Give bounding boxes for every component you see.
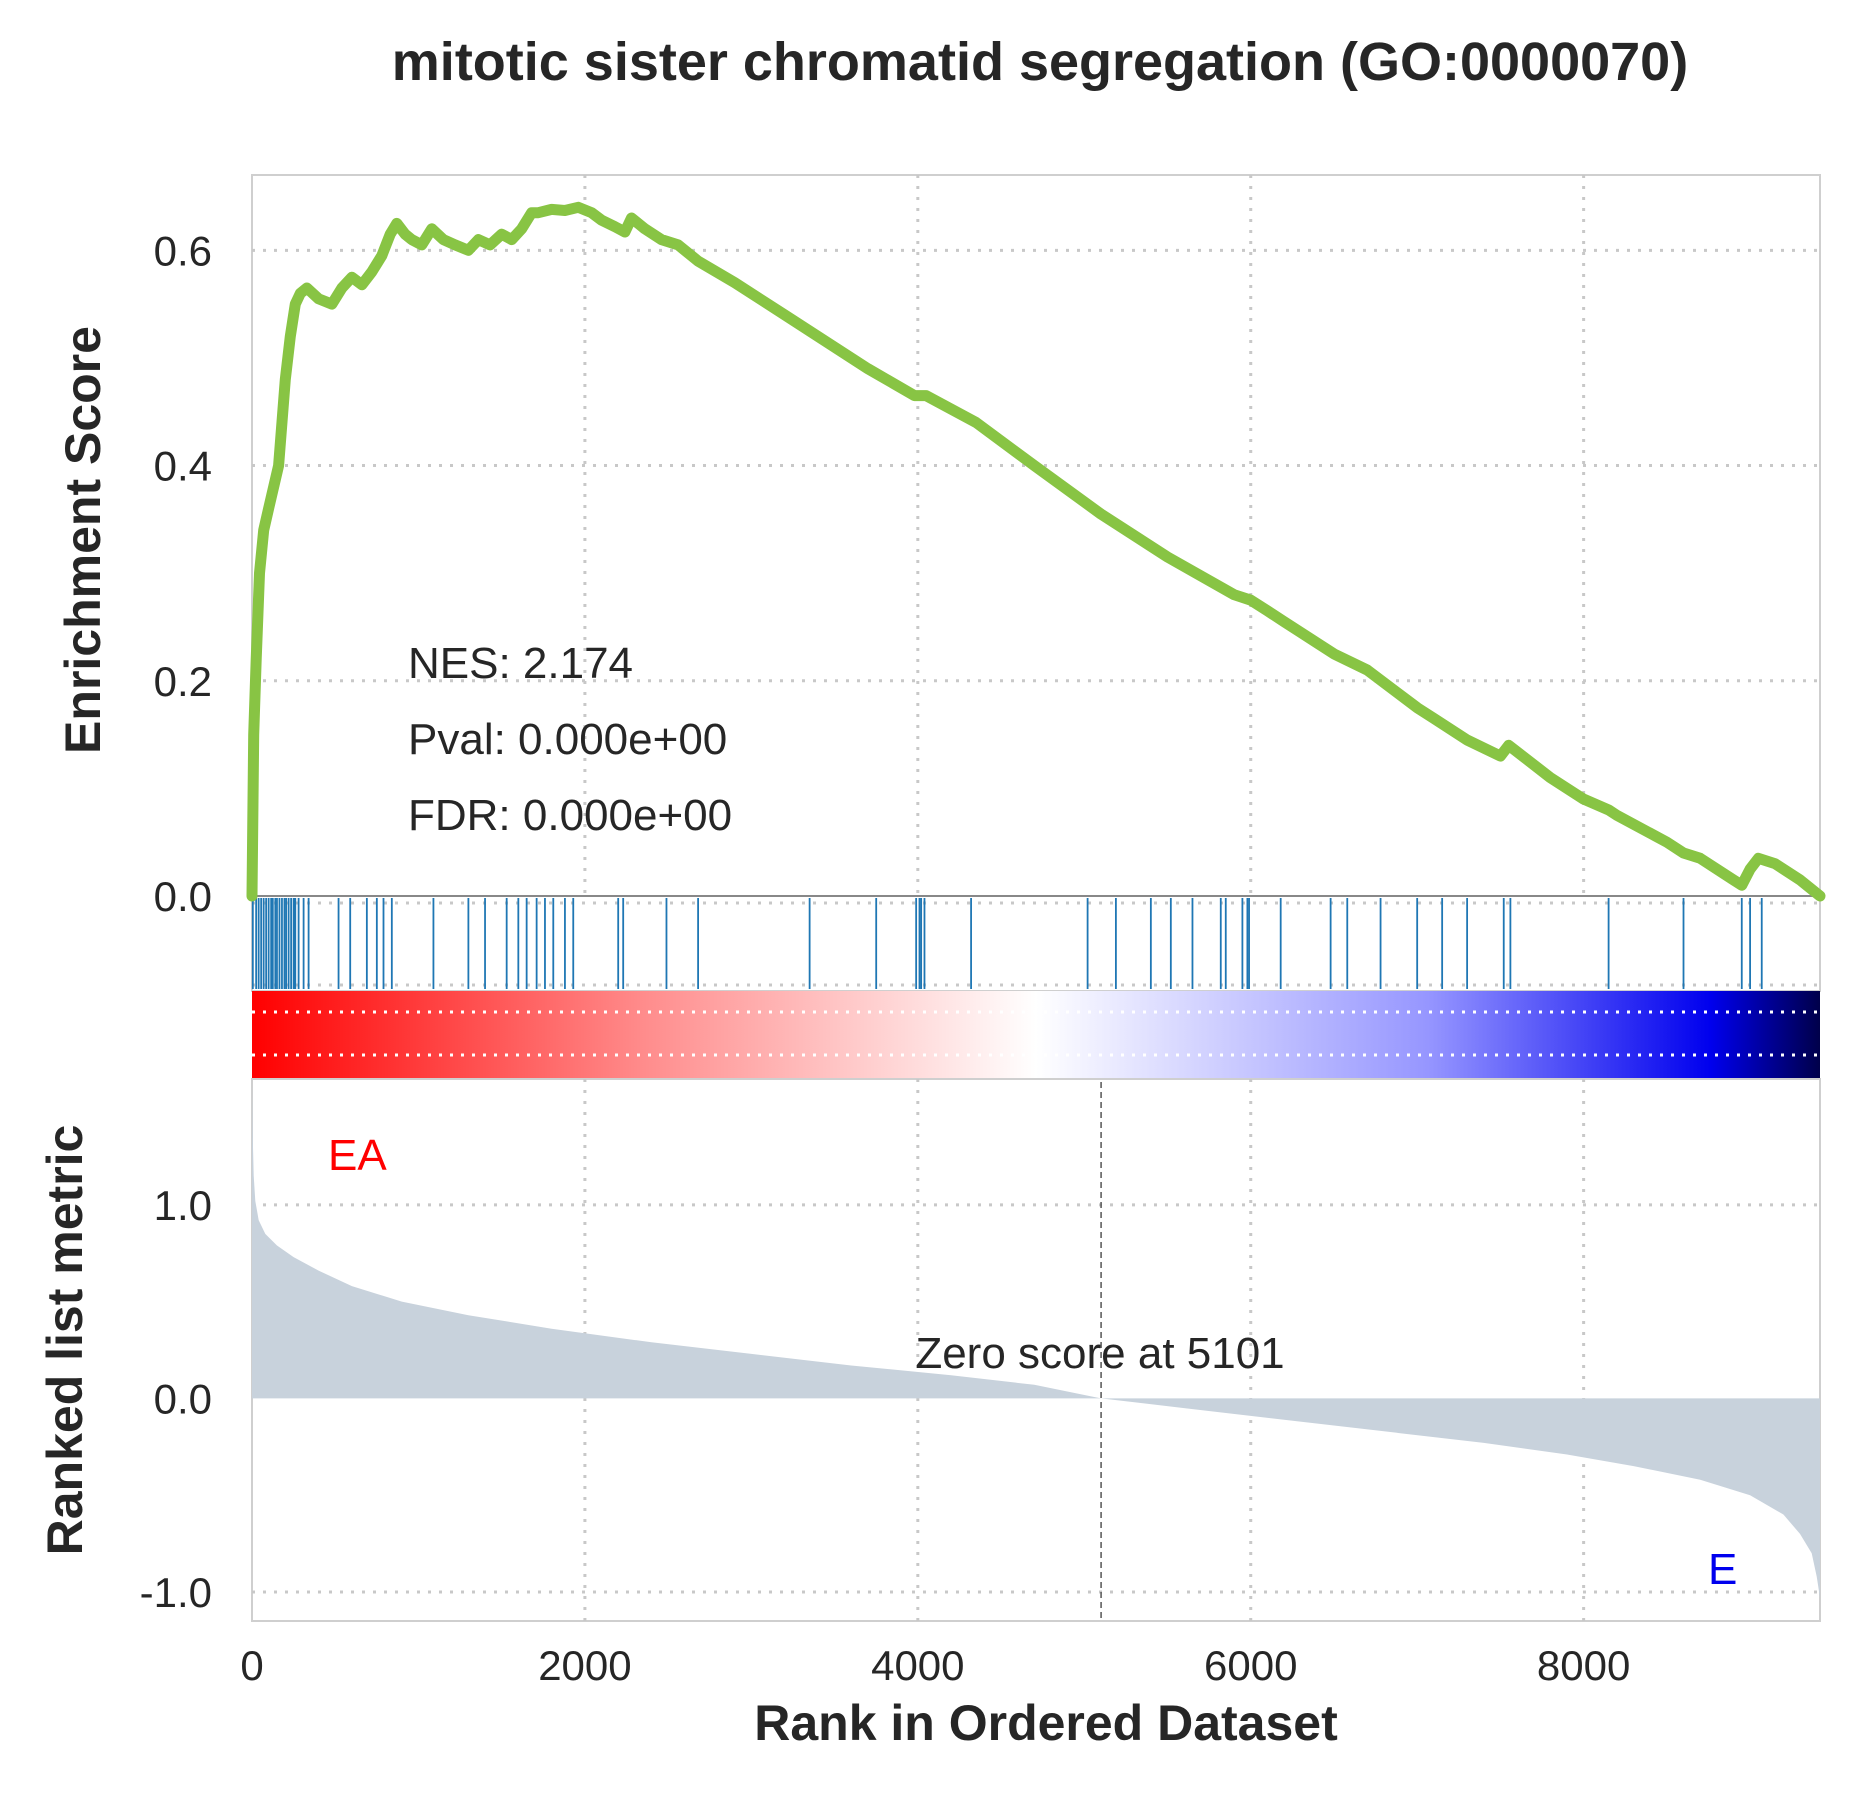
es-y-tick-label: 0.2 [154,658,212,705]
x-tick-label: 4000 [871,1642,964,1689]
tick-labels: 0 2000 4000 6000 8000 0.0 0.2 0.4 0.6 -1.0 0.0 1.0 [140,227,1631,1689]
enrichment-panel [246,201,1826,902]
hits-panel [251,898,1763,989]
metric-panel [252,1082,1820,1621]
es-y-tick-label: 0.6 [154,227,212,274]
enrichment-score-line [246,201,1826,902]
hits-panel-frame [251,895,1821,992]
zero-score-label: Zero score at 5101 [915,1329,1284,1378]
metric-y-tick-label: 1.0 [154,1182,212,1229]
ranked-metric-area [252,1084,1820,1598]
metric-y-tick-label: 0.0 [154,1375,212,1422]
x-tick-label: 6000 [1204,1642,1297,1689]
metric-y-tick-label: -1.0 [140,1569,212,1616]
rank-color-bar [252,991,1820,1079]
x-tick-label: 2000 [538,1642,631,1689]
negative-phenotype-label: E [1708,1545,1737,1594]
nes-annotation: NES: 2.174 [408,639,633,688]
enrichment-y-axis-label: Enrichment Score [55,326,111,754]
es-y-tick-label: 0.4 [154,443,212,490]
x-tick-label: 8000 [1537,1642,1630,1689]
metric-y-axis-label: Ranked list metric [37,1125,93,1556]
es-y-tick-label: 0.0 [154,873,212,920]
enrichment-panel-frame [251,174,1821,897]
pval-annotation: Pval: 0.000e+00 [408,715,727,764]
x-axis-label: Rank in Ordered Dataset [754,1695,1338,1751]
positive-phenotype-label: EA [328,1131,387,1180]
chart-title: mitotic sister chromatid segregation (GO… [392,32,1688,92]
x-tick-label: 0 [240,1642,263,1689]
fdr-annotation: FDR: 0.000e+00 [408,791,732,840]
